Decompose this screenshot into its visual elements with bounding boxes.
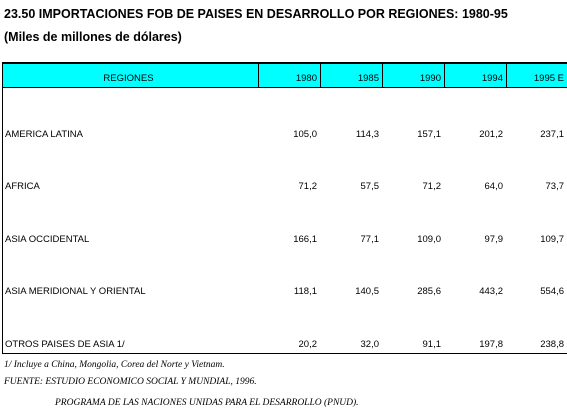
title: 23.50 IMPORTACIONES FOB DE PAISES EN DES… [4,7,508,21]
row-label: AFRICA [5,181,40,192]
column-divider [382,64,383,88]
column-divider [506,64,507,88]
row-label: ASIA OCCIDENTAL [5,234,90,245]
table-border [2,353,567,354]
column-header: 1995 E [533,73,564,84]
column-header: 1990 [419,73,441,84]
column-divider [258,64,259,88]
row-label: ASIA MERIDIONAL Y ORIENTAL [5,286,146,297]
footnote: FUENTE: ESTUDIO ECONOMICO SOCIAL Y MUNDI… [4,377,257,387]
column-header: REGIONES [103,73,154,84]
cell-value: 77,1 [360,234,380,245]
cell-value: 109,7 [540,234,564,245]
subtitle: (Miles de millones de dólares) [4,30,182,44]
column-header: 1994 [481,73,503,84]
footnote: PROGRAMA DE LAS NACIONES UNIDAS PARA EL … [55,398,359,408]
cell-value: 201,2 [479,129,503,140]
row-label: AMERICA LATINA [5,129,83,140]
cell-value: 166,1 [293,234,317,245]
footnote: 1/ Incluye a China, Mongolia, Corea del … [4,360,225,370]
cell-value: 114,3 [355,129,379,140]
cell-value: 157,1 [417,129,441,140]
cell-value: 109,0 [417,234,441,245]
cell-value: 20,2 [298,339,318,350]
cell-value: 285,6 [417,286,441,297]
cell-value: 197,8 [479,339,503,350]
row-label: OTROS PAISES DE ASIA 1/ [5,339,125,350]
cell-value: 64,0 [484,181,504,192]
cell-value: 140,5 [355,286,379,297]
cell-value: 97,9 [484,234,504,245]
column-header: 1985 [357,73,379,84]
cell-value: 443,2 [479,286,503,297]
table-border [2,62,3,354]
cell-value: 105,0 [293,129,317,140]
cell-value: 73,7 [545,181,565,192]
cell-value: 237,1 [540,129,564,140]
cell-value: 554,6 [540,286,564,297]
cell-value: 32,0 [360,339,380,350]
cell-value: 71,2 [422,181,442,192]
table-header [2,62,567,88]
cell-value: 57,5 [360,181,380,192]
cell-value: 71,2 [298,181,318,192]
column-divider [444,64,445,88]
column-divider [320,64,321,88]
cell-value: 118,1 [293,286,317,297]
column-header: 1980 [295,73,317,84]
cell-value: 238,8 [540,339,564,350]
cell-value: 91,1 [422,339,442,350]
